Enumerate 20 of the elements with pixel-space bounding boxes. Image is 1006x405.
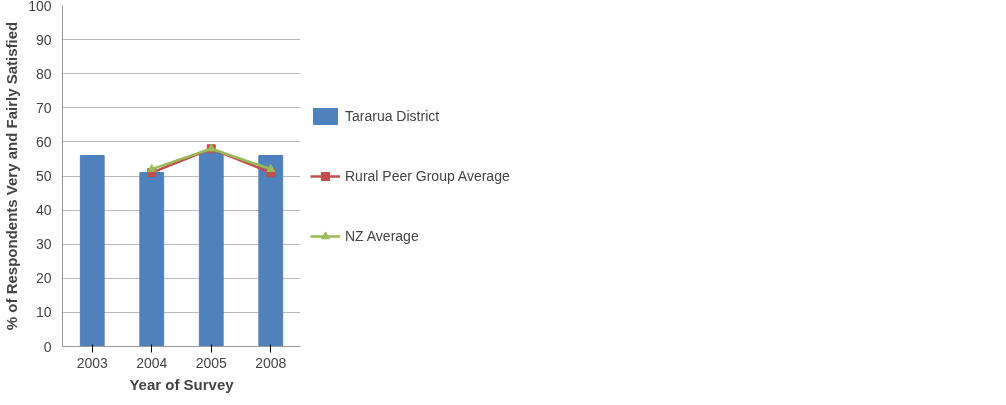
y-tick-label: 80 — [35, 65, 52, 82]
y-tick-label: 10 — [35, 304, 52, 321]
y-tick-label: 70 — [35, 99, 52, 116]
y-tick-label: 50 — [35, 168, 52, 184]
y-tick-label: 90 — [35, 31, 52, 48]
y-tick-label: 40 — [35, 202, 52, 219]
y-tick-label: 0 — [43, 338, 52, 355]
x-tick-label: 2003 — [76, 354, 109, 371]
x-tick-label: 2005 — [195, 354, 228, 371]
y-tick-label: 60 — [35, 133, 52, 150]
x-axis-title: Year of Survey — [129, 375, 235, 393]
x-tick-label: 2004 — [136, 354, 168, 371]
y-tick-label: 20 — [35, 270, 52, 287]
legend-label: Tararua District — [345, 107, 440, 124]
y-tick-label: 100 — [28, 0, 52, 14]
legend-label: NZ Average — [345, 227, 419, 244]
y-axis-title: % of Respondents Very and Fairly Satisfied — [3, 21, 21, 331]
x-tick-label: 2008 — [255, 354, 287, 371]
legend-label: Rural Peer Group Average — [345, 167, 510, 184]
y-tick-label: 30 — [35, 236, 52, 253]
